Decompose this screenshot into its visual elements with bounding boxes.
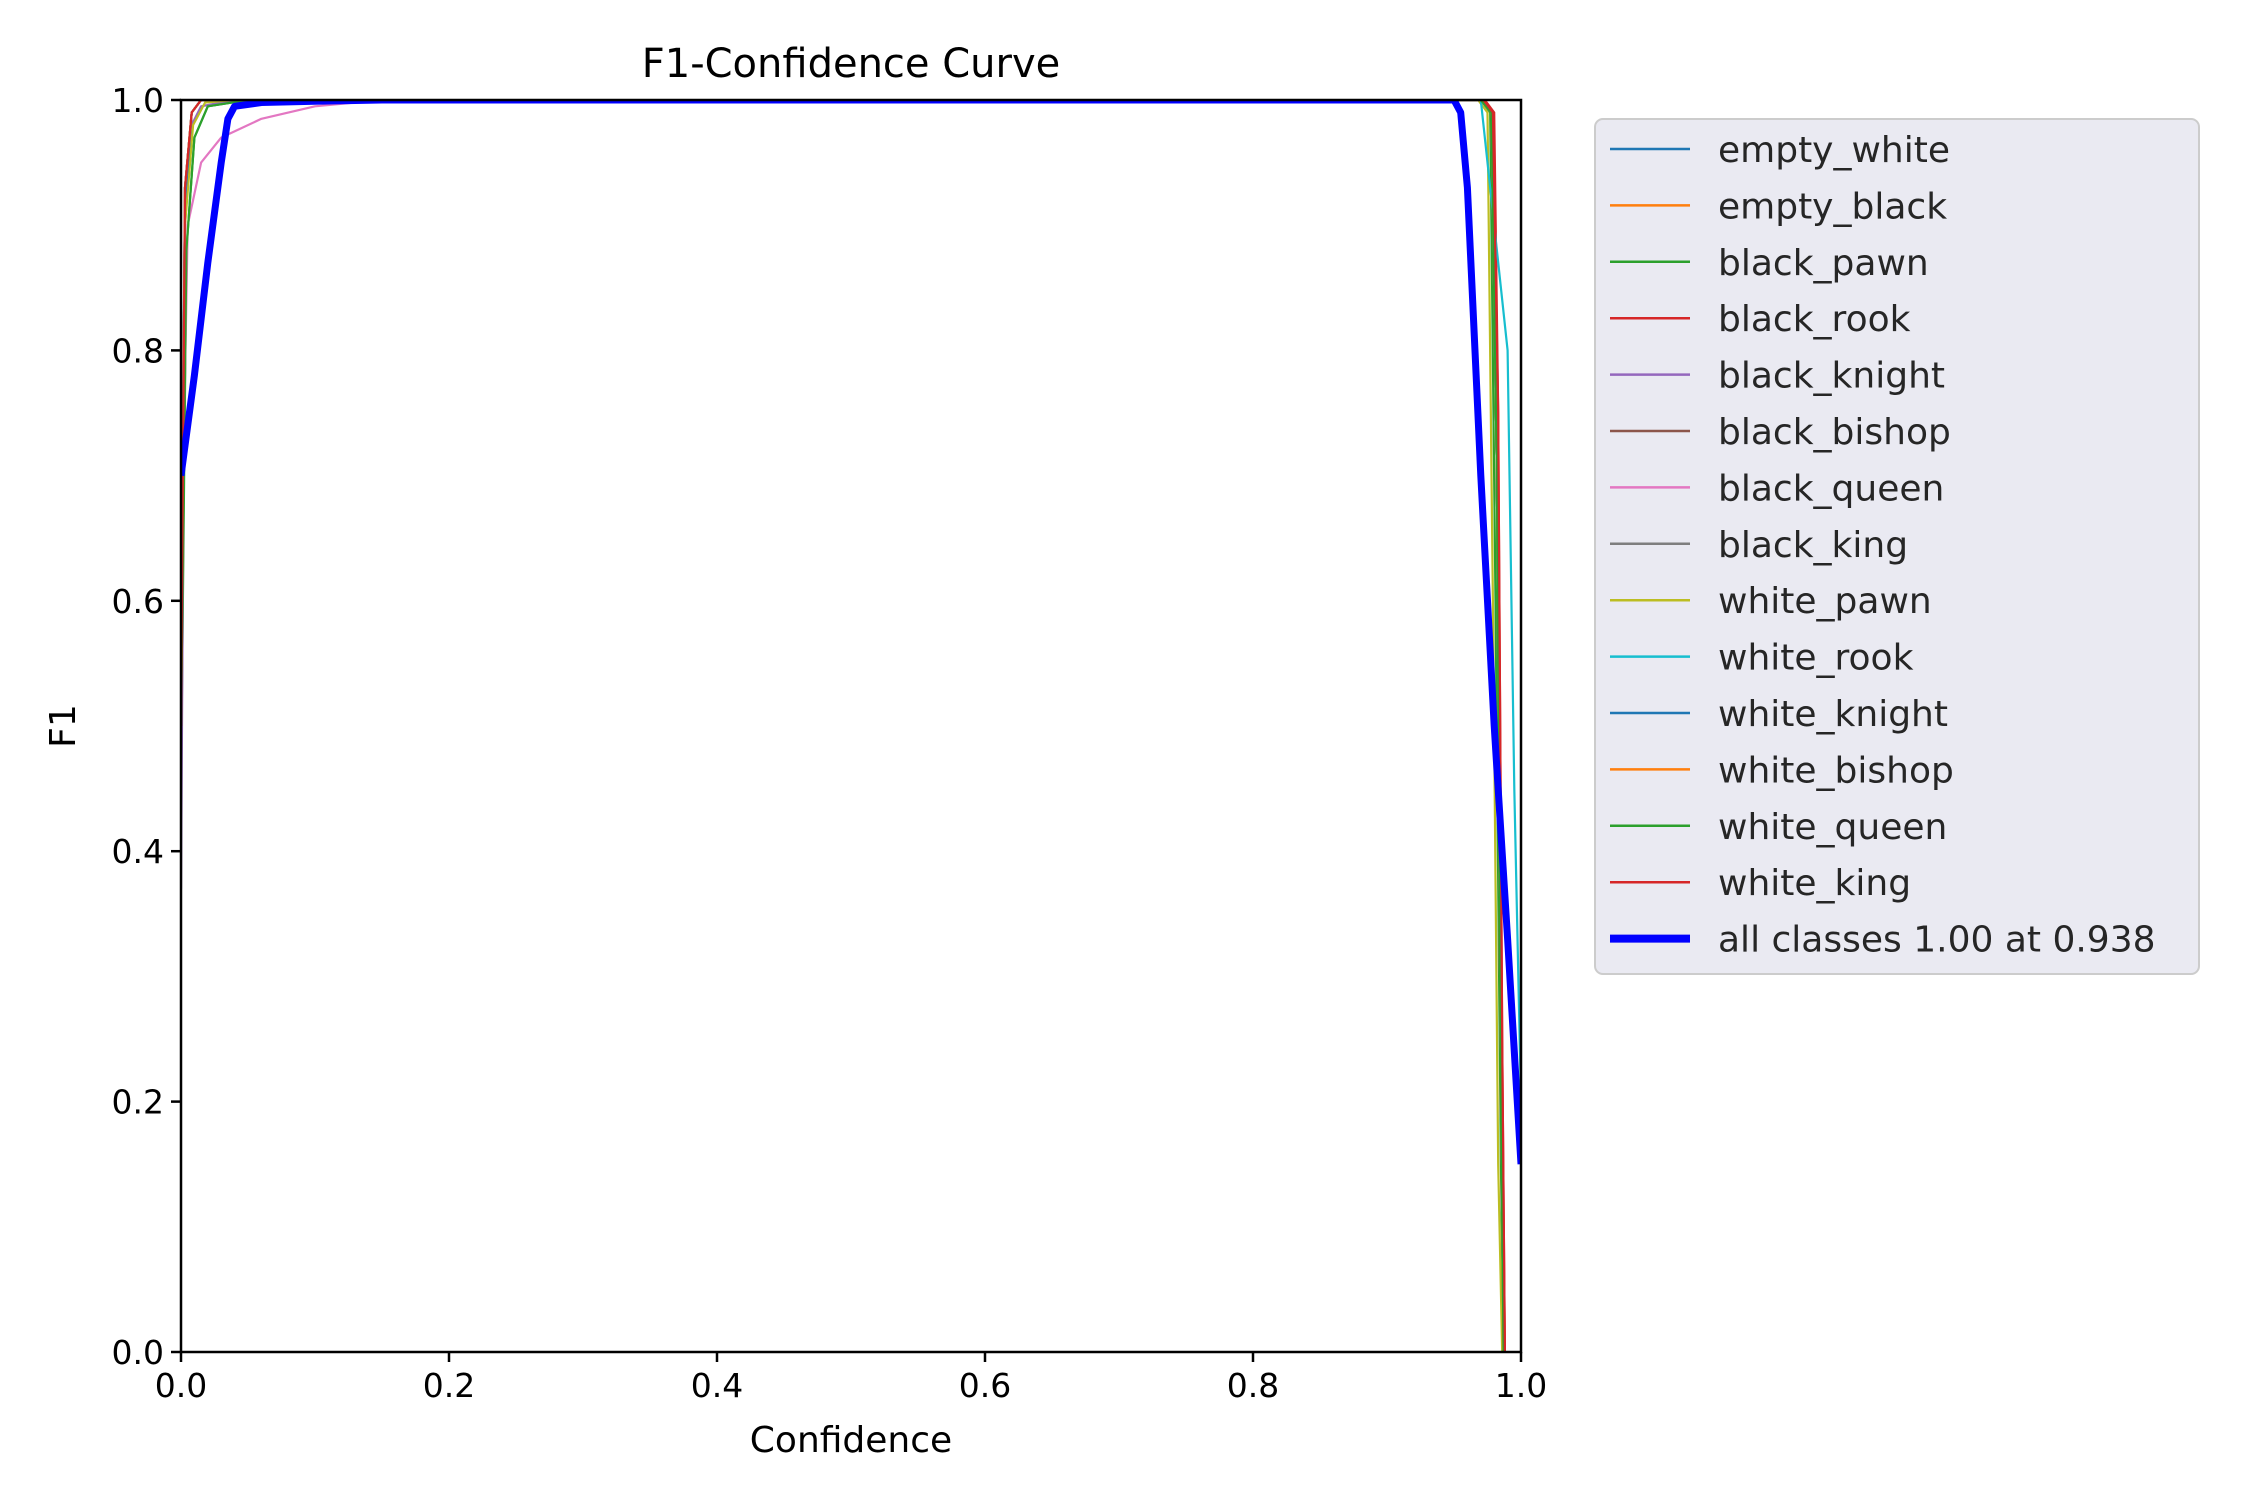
legend-label: black_knight bbox=[1718, 356, 1945, 397]
series-line-all-classes-1-00-at-0-938 bbox=[181, 100, 1521, 1165]
series-line-white-pawn bbox=[181, 100, 1504, 1352]
legend-label: all classes 1.00 at 0.938 bbox=[1718, 920, 2156, 961]
x-axis-label: Confidence bbox=[750, 1420, 952, 1461]
legend-label: black_queen bbox=[1718, 468, 1944, 509]
y-tick-label: 0.4 bbox=[112, 832, 164, 871]
x-tick-label: 0.2 bbox=[423, 1366, 475, 1405]
legend-label: white_rook bbox=[1718, 638, 1914, 679]
x-tick-label: 0.8 bbox=[1227, 1366, 1279, 1405]
legend-label: white_queen bbox=[1718, 807, 1947, 848]
legend-label: black_rook bbox=[1718, 299, 1911, 340]
legend-label: empty_white bbox=[1718, 130, 1950, 171]
legend-label: white_king bbox=[1718, 863, 1911, 904]
legend-label: white_knight bbox=[1718, 694, 1948, 735]
plot-frame bbox=[179, 98, 1523, 1354]
x-tick-label: 0.4 bbox=[691, 1366, 743, 1405]
legend-label: black_king bbox=[1718, 525, 1908, 566]
y-tick-label: 0.6 bbox=[112, 582, 164, 621]
x-tick-label: 0.6 bbox=[959, 1366, 1011, 1405]
series-line-white-king bbox=[181, 100, 1506, 1352]
y-tick-label: 0.0 bbox=[112, 1333, 164, 1372]
y-axis-label: F1 bbox=[43, 704, 84, 748]
y-tick-label: 0.8 bbox=[112, 331, 164, 370]
y-tick-label: 0.2 bbox=[112, 1083, 164, 1122]
y-tick-label: 1.0 bbox=[112, 81, 164, 120]
x-axis-ticks: 0.0 0.2 0.4 0.6 0.8 1.0 bbox=[155, 1352, 1547, 1405]
legend: empty_white empty_black black_pawn black_ro… bbox=[1594, 118, 2200, 975]
legend-box bbox=[1594, 118, 2200, 975]
legend-label: black_bishop bbox=[1718, 412, 1951, 453]
x-tick-label: 0.0 bbox=[155, 1366, 207, 1405]
series-layer bbox=[181, 100, 1521, 1352]
x-tick-label: 1.0 bbox=[1495, 1366, 1547, 1405]
y-axis-ticks: 0.0 0.2 0.4 0.6 0.8 1.0 bbox=[112, 81, 181, 1372]
legend-label: white_pawn bbox=[1718, 581, 1932, 622]
legend-label: black_pawn bbox=[1718, 243, 1929, 284]
legend-label: empty_black bbox=[1718, 186, 1947, 227]
chart-title: F1-Confidence Curve bbox=[642, 41, 1061, 87]
legend-label: white_bishop bbox=[1718, 750, 1954, 791]
